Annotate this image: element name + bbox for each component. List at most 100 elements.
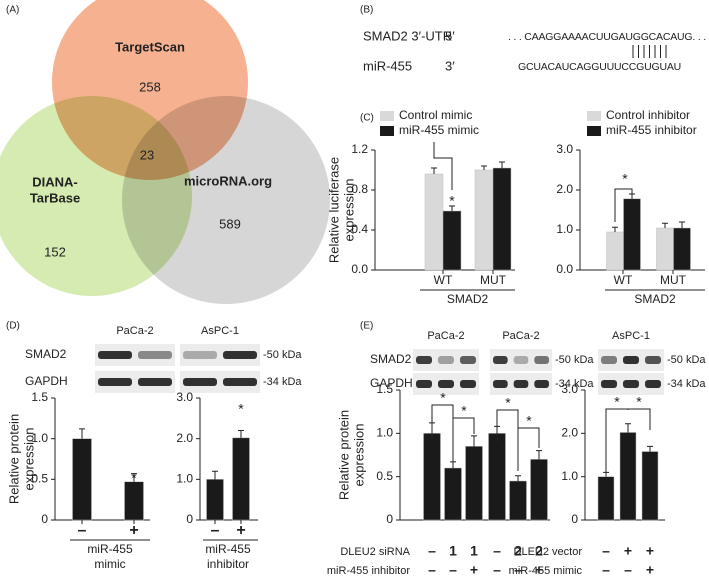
y-tick-label: 3.0 bbox=[561, 382, 578, 396]
condition-label: – bbox=[602, 543, 610, 559]
significance-bracket bbox=[627, 408, 651, 430]
y-tick-label: 0.8 bbox=[351, 182, 368, 196]
legend-swatch bbox=[380, 126, 394, 136]
blot-background bbox=[413, 349, 479, 371]
x-axis-label: miR-455 bbox=[87, 542, 133, 556]
blot-band bbox=[513, 380, 529, 388]
group-label: SMAD2 bbox=[634, 292, 676, 306]
error-bar bbox=[679, 221, 685, 228]
x-tick-label: + bbox=[129, 522, 138, 539]
cell-line: PaCa-2 bbox=[502, 330, 539, 342]
condition-label: + bbox=[535, 562, 543, 578]
condition-name: DLEU2 vector bbox=[514, 546, 583, 558]
condition-label: – bbox=[493, 562, 501, 578]
condition-label: – bbox=[428, 562, 436, 578]
condition-label: + bbox=[646, 543, 654, 559]
y-axis-label: expression bbox=[341, 179, 356, 242]
significance-star: * bbox=[238, 401, 244, 417]
x-axis-label: miR-455 bbox=[205, 542, 251, 556]
y-tick-label: 1.2 bbox=[351, 142, 368, 156]
size-marker: -34 kDa bbox=[555, 378, 594, 390]
size-marker: -34 kDa bbox=[263, 376, 302, 388]
error-bar bbox=[471, 435, 477, 447]
error-bar bbox=[647, 445, 653, 452]
blot-background bbox=[95, 371, 175, 393]
bar bbox=[623, 198, 641, 271]
blot-band bbox=[183, 351, 217, 359]
venn-shared-count: 23 bbox=[140, 147, 154, 162]
blot-band bbox=[623, 380, 639, 388]
blot-band bbox=[438, 380, 454, 388]
y-tick-label: 0 bbox=[386, 512, 393, 526]
panel-label: (E) bbox=[360, 321, 373, 332]
size-marker: -50 kDa bbox=[263, 349, 302, 361]
blot-band bbox=[416, 380, 432, 388]
cell-line: AsPC-1 bbox=[612, 330, 650, 342]
y-tick-label: 2.0 bbox=[561, 426, 578, 440]
blot-band bbox=[438, 356, 454, 364]
blot-band bbox=[601, 380, 617, 388]
venn-set-name: DIANA- bbox=[32, 174, 78, 189]
significance-star: * bbox=[440, 390, 446, 406]
error-bar bbox=[131, 473, 137, 482]
y-tick-label: 1.0 bbox=[561, 469, 578, 483]
bar bbox=[423, 433, 441, 521]
protein-label: SMAD2 bbox=[25, 347, 67, 361]
legend-label: Control mimic bbox=[399, 108, 472, 122]
blot-band bbox=[460, 380, 476, 388]
panel-label: (B) bbox=[360, 5, 373, 16]
condition-label: – bbox=[514, 562, 522, 578]
blot-band bbox=[138, 351, 172, 359]
blot-band bbox=[460, 356, 476, 364]
bar bbox=[232, 437, 250, 521]
x-tick-label: WT bbox=[434, 273, 453, 287]
blot-band bbox=[534, 380, 549, 388]
protein-label: SMAD2 bbox=[370, 352, 412, 366]
venn-set-name: TargetScan bbox=[115, 39, 185, 54]
legend-swatch bbox=[380, 111, 394, 121]
error-bar bbox=[625, 423, 631, 433]
y-tick-label: 2.0 bbox=[176, 431, 193, 445]
y-axis-label: Relative protein bbox=[6, 414, 21, 504]
venn-set-name: microRNA.org bbox=[184, 173, 272, 188]
condition-label: 2 bbox=[514, 543, 522, 559]
error-bar bbox=[481, 165, 487, 170]
significance-star: * bbox=[622, 171, 628, 187]
error-bar bbox=[515, 475, 521, 481]
sequence: . . . CAAGGAAAACUUGAUGGCACAUG. . . bbox=[508, 31, 706, 43]
y-tick-label: 1.0 bbox=[556, 222, 573, 236]
x-axis-label: inhibitor bbox=[207, 557, 249, 571]
significance-star: * bbox=[505, 395, 511, 411]
cell-line: PaCa-2 bbox=[427, 330, 464, 342]
y-tick-label: 1.0 bbox=[176, 472, 193, 486]
significance-star: * bbox=[636, 394, 642, 410]
bar bbox=[606, 231, 624, 271]
legend-label: miR-455 inhibitor bbox=[606, 123, 697, 137]
blot-band bbox=[513, 356, 529, 364]
significance-bracket bbox=[517, 427, 540, 458]
panel-label: (A) bbox=[6, 5, 19, 16]
legend-label: Control inhibitor bbox=[606, 108, 690, 122]
error-bar bbox=[536, 450, 542, 460]
error-bar bbox=[79, 428, 85, 439]
blot-background bbox=[180, 344, 260, 366]
blot-band bbox=[98, 351, 132, 359]
blot-background bbox=[95, 344, 175, 366]
bar bbox=[72, 438, 92, 521]
bar bbox=[444, 467, 462, 521]
bar bbox=[442, 210, 462, 271]
bar bbox=[424, 173, 444, 271]
x-tick-label: MUT bbox=[480, 273, 507, 287]
x-axis-label: mimic bbox=[94, 557, 125, 571]
sequence-label: SMAD2 3′-UTR bbox=[363, 28, 452, 43]
blot-band bbox=[416, 356, 432, 364]
significance-bracket bbox=[433, 142, 453, 190]
bar bbox=[530, 459, 548, 521]
y-tick-label: 0 bbox=[571, 512, 578, 526]
error-bar bbox=[431, 167, 437, 174]
group-label: SMAD2 bbox=[447, 292, 489, 306]
